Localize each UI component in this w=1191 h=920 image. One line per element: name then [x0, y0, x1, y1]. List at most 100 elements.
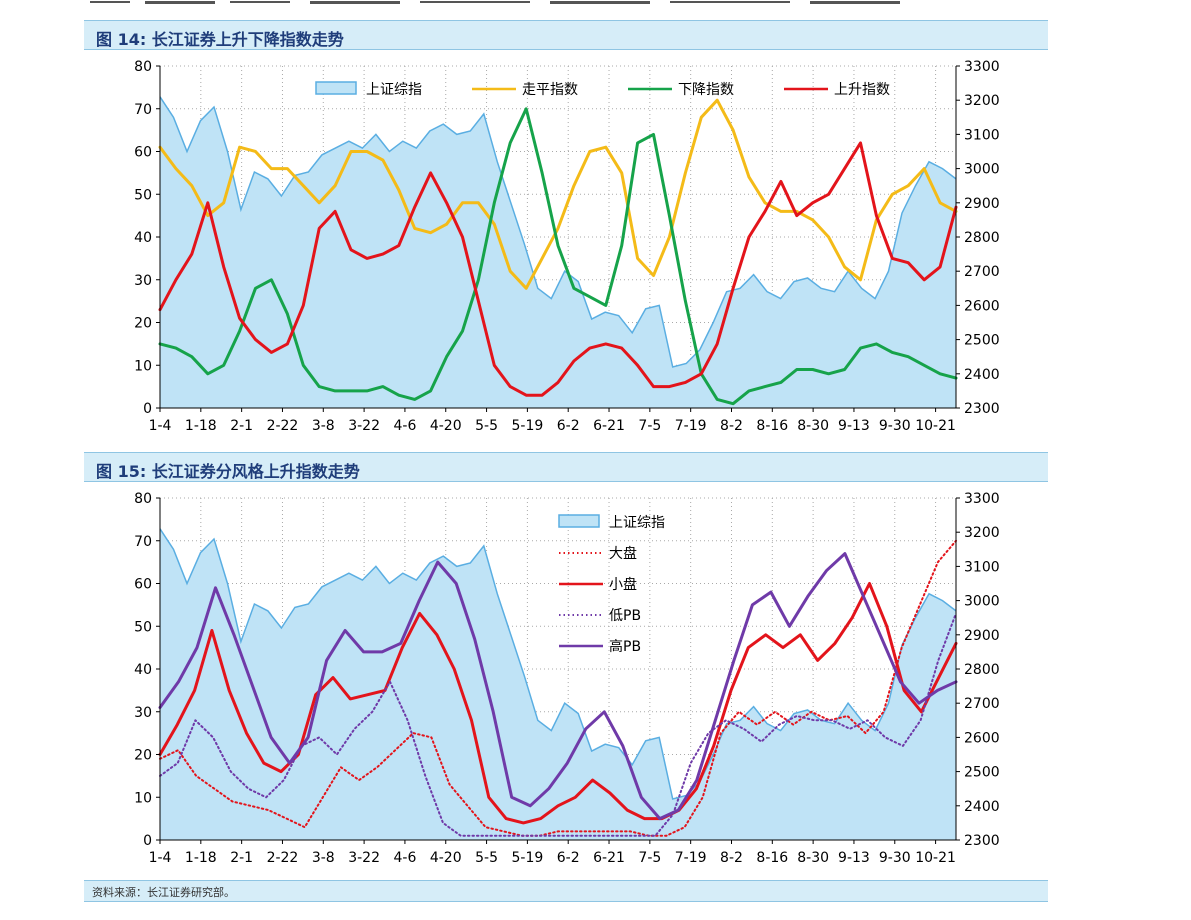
chart2-title: 图 15: 长江证券分风格上升指数走势 [96, 462, 360, 481]
x-tick-label: 5-5 [475, 418, 498, 434]
chart1-legend: 上证综指 走平指数 下降指数 上升指数 [315, 81, 890, 98]
series-line [158, 98, 958, 290]
x-tick-label: 9-30 [879, 850, 911, 866]
chart2-plot: 0 10 20 30 40 50 60 70 80 2300 2400 2500 2600 2700 280… [134, 491, 1000, 866]
chart1-title: 图 14: 长江证券上升下降指数走势 [96, 30, 344, 49]
chart2-title-bar: 图 15: 长江证券分风格上升指数走势 [84, 452, 1048, 482]
y-left-tick-label: 60 [134, 577, 152, 593]
series-area-fill [160, 528, 956, 840]
y-right-tick-label: 3100 [964, 127, 1000, 143]
x-tick-label: 1-4 [149, 418, 172, 434]
y-right-tick-label: 3300 [964, 59, 1000, 75]
x-tick-label: 4-6 [393, 418, 416, 434]
legend-swatch [558, 514, 600, 528]
x-tick-label: 9-30 [879, 418, 911, 434]
y-left-tick-label: 80 [134, 59, 152, 75]
y-left-tick-label: 50 [134, 619, 152, 635]
y-left-tick-label: 60 [134, 145, 152, 161]
legend-swatch [315, 81, 357, 95]
series-line [159, 539, 957, 837]
series-line [159, 96, 957, 368]
x-tick-label: 5-5 [475, 850, 498, 866]
x-tick-label: 4-20 [430, 418, 462, 434]
x-tick-label: 5-19 [511, 418, 543, 434]
x-tick-label: 6-2 [557, 850, 580, 866]
x-tick-label: 1-18 [185, 418, 217, 434]
y-left-tick-label: 20 [134, 316, 152, 332]
y-right-tick-label: 2400 [964, 799, 1000, 815]
x-tick-label: 1-4 [149, 850, 172, 866]
y-left-tick-label: 10 [134, 790, 152, 806]
y-right-tick-label: 3200 [964, 93, 1000, 109]
y-left-tick-label: 40 [134, 230, 152, 246]
source-bar: 资料来源：长江证券研究部。 [84, 880, 1048, 902]
x-tick-label: 3-8 [312, 850, 335, 866]
x-tick-label: 8-16 [756, 418, 788, 434]
legend-label: 低PB [609, 608, 641, 624]
y-left-tick-label: 0 [143, 833, 152, 849]
y-left-tick-label: 70 [134, 102, 152, 118]
legend-label: 上证综指 [366, 82, 422, 98]
x-tick-label: 3-22 [348, 418, 380, 434]
y-left-tick-label: 30 [134, 273, 152, 289]
x-tick-label: 8-30 [797, 418, 829, 434]
x-tick-label: 2-22 [267, 850, 299, 866]
y-left-tick-label: 10 [134, 358, 152, 374]
x-tick-label: 3-22 [348, 850, 380, 866]
y-right-tick-label: 2700 [964, 264, 1000, 280]
x-tick-label: 8-2 [720, 418, 743, 434]
x-tick-label: 7-5 [638, 850, 661, 866]
clipped-top-text [90, 0, 940, 6]
legend-label: 高PB [609, 638, 641, 655]
x-tick-label: 7-5 [638, 418, 661, 434]
y-right-tick-label: 2700 [964, 696, 1000, 712]
y-right-tick-label: 2500 [964, 765, 1000, 781]
y-right-tick-label: 2500 [964, 333, 1000, 349]
source-note: 资料来源：长江证券研究部。 [92, 886, 235, 899]
x-tick-label: 2-1 [230, 418, 253, 434]
y-left-tick-label: 80 [134, 491, 152, 507]
x-tick-label: 9-13 [838, 418, 870, 434]
legend-label: 大盘 [609, 545, 637, 562]
y-right-tick-label: 3100 [964, 559, 1000, 575]
y-right-tick-label: 2300 [964, 401, 1000, 417]
legend-label: 下降指数 [678, 82, 734, 98]
x-tick-label: 7-19 [675, 418, 707, 434]
x-tick-label: 4-20 [430, 850, 462, 866]
y-right-tick-label: 3200 [964, 525, 1000, 541]
x-tick-label: 7-19 [675, 850, 707, 866]
x-tick-label: 8-30 [797, 850, 829, 866]
y-right-tick-label: 2800 [964, 662, 1000, 678]
x-tick-label: 10-21 [915, 418, 956, 434]
y-right-tick-label: 3000 [964, 162, 1000, 178]
y-left-tick-label: 40 [134, 662, 152, 678]
x-tick-label: 2-22 [267, 418, 299, 434]
series-area-fill [160, 96, 956, 409]
x-tick-label: 6-2 [557, 418, 580, 434]
x-tick-label: 8-16 [756, 850, 788, 866]
legend-label: 上升指数 [834, 82, 890, 98]
y-right-tick-label: 2300 [964, 833, 1000, 849]
y-right-tick-label: 2900 [964, 628, 1000, 644]
chart1-title-bar: 图 14: 长江证券上升下降指数走势 [84, 20, 1048, 50]
y-right-tick-label: 3300 [964, 491, 1000, 507]
y-right-tick-label: 2600 [964, 298, 1000, 314]
series-line [158, 141, 958, 397]
x-tick-label: 6-21 [593, 850, 625, 866]
y-right-tick-label: 2600 [964, 730, 1000, 746]
y-left-tick-label: 20 [134, 748, 152, 764]
y-left-tick-label: 70 [134, 534, 152, 550]
y-left-tick-label: 30 [134, 705, 152, 721]
y-right-tick-label: 2800 [964, 230, 1000, 246]
x-tick-label: 9-13 [838, 850, 870, 866]
y-left-tick-label: 0 [143, 401, 152, 417]
x-tick-label: 6-21 [593, 418, 625, 434]
y-right-tick-label: 3000 [964, 594, 1000, 610]
x-tick-label: 4-6 [393, 850, 416, 866]
x-tick-label: 2-1 [230, 850, 253, 866]
legend-label: 走平指数 [522, 82, 578, 98]
legend-label: 小盘 [609, 576, 637, 593]
legend-label: 上证综指 [609, 515, 665, 531]
y-right-tick-label: 2400 [964, 367, 1000, 383]
